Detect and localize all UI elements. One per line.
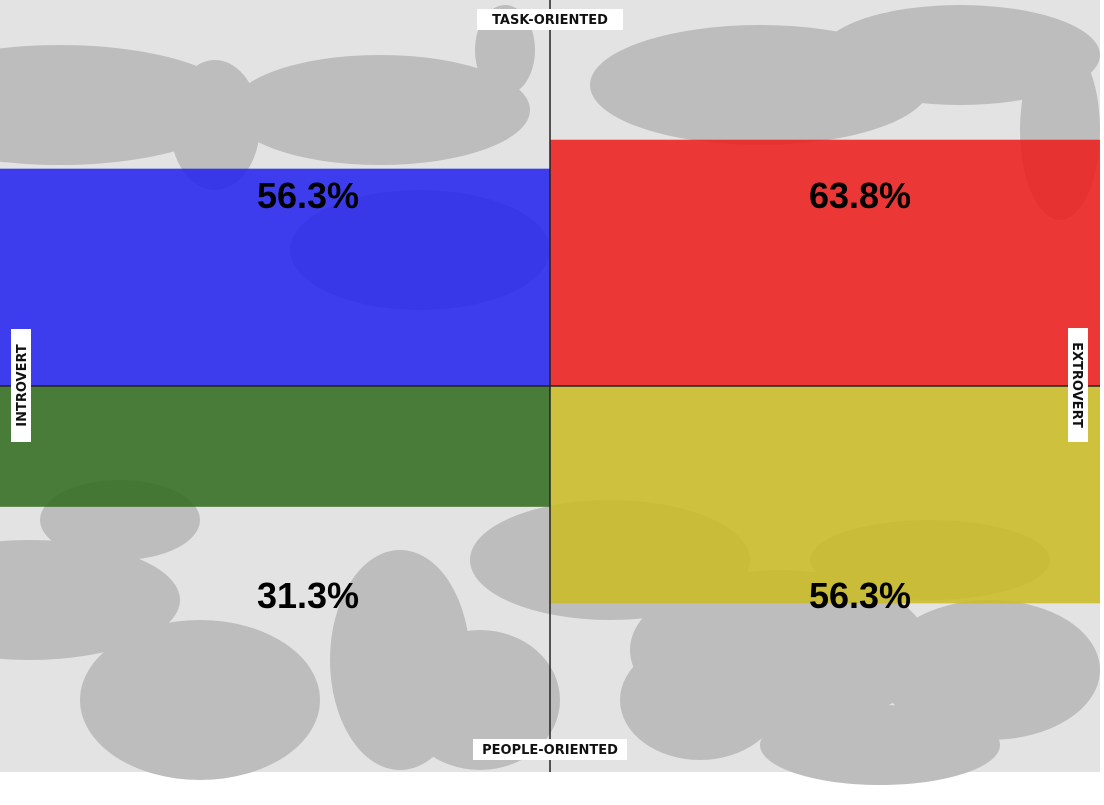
axis-tag-right: EXTROVERT [1068, 328, 1088, 442]
quadrant-bar-top-left [0, 168, 550, 386]
value-label-top-left: 56.3% [257, 175, 359, 216]
axis-lines [0, 0, 1100, 772]
axis-tag-bottom: PEOPLE-ORIENTED [473, 739, 627, 760]
map-landmass [80, 620, 320, 780]
map-landmass [620, 640, 780, 760]
value-label-bottom-right: 56.3% [809, 575, 911, 616]
map-landmass [880, 600, 1100, 740]
axis-label-bottom: PEOPLE-ORIENTED [482, 743, 618, 758]
map-landmass [230, 55, 530, 165]
quadrant-bar-bottom-right [550, 386, 1100, 604]
map-landmass [0, 540, 180, 660]
map-landmass [760, 705, 1000, 785]
quadrant-bar-top-right [550, 139, 1100, 386]
quadrant-bar-bottom-left [0, 386, 550, 507]
axis-tag-top: TASK-ORIENTED [477, 9, 623, 30]
axis-label-top: TASK-ORIENTED [492, 13, 608, 28]
value-label-bottom-left: 31.3% [257, 575, 359, 616]
axis-label-left: INTROVERT [15, 344, 30, 427]
value-labels: 56.3% 63.8% 31.3% 56.3% [257, 175, 911, 616]
axis-tag-left: INTROVERT [11, 329, 31, 442]
quadrant-bars [0, 139, 1100, 604]
map-landmass [170, 60, 260, 190]
axis-label-right: EXTROVERT [1069, 342, 1084, 428]
value-label-top-right: 63.8% [809, 175, 911, 216]
map-landmass [400, 630, 560, 770]
